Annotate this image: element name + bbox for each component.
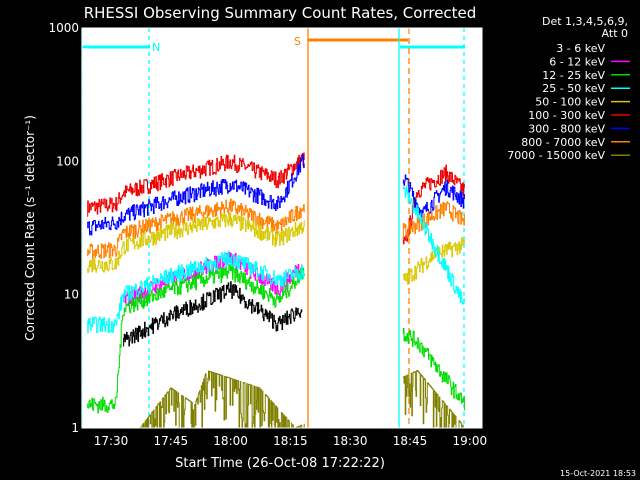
- series-line-25-50-kev: [402, 186, 465, 305]
- series-line-800-7000-kev: [87, 198, 305, 260]
- series-line-800-7000-kev: [402, 201, 465, 240]
- x-tick-label: 18:30: [333, 434, 368, 448]
- x-tick-label: 19:00: [453, 434, 488, 448]
- y-tick-label: 1: [71, 421, 79, 435]
- y-tick-label: 1000: [48, 21, 79, 35]
- legend-header: Att 0: [602, 27, 628, 40]
- x-tick-label: 18:45: [393, 434, 428, 448]
- legend-entry-label: 7000 - 15000 keV: [507, 149, 605, 162]
- legend-entry-label: 300 - 800 keV: [528, 122, 605, 135]
- saa-marker-label: S: [294, 35, 301, 48]
- x-axis-label: Start Time (26-Oct-08 17:22:22): [175, 456, 385, 471]
- series-line-300-800-kev: [87, 154, 305, 236]
- series-line-100-300-kev: [87, 152, 305, 217]
- series-line-12-25-kev: [87, 264, 305, 414]
- legend-entry-label: 800 - 7000 keV: [521, 136, 605, 149]
- legend-entry-label: 100 - 300 keV: [528, 109, 605, 122]
- night-marker-label: N: [152, 41, 160, 54]
- legend-header: Det 1,3,4,5,6,9,: [542, 15, 628, 28]
- series-line-50-100-kev: [402, 237, 465, 285]
- series-line-7000-15000-kev: [402, 370, 465, 429]
- y-tick-label: 100: [56, 154, 79, 168]
- series-line-50-100-kev: [87, 212, 305, 273]
- series-line-12-25-kev: [402, 328, 465, 411]
- legend-entry-label: 25 - 50 keV: [542, 82, 605, 95]
- y-axis-label: Corrected Count Rate (s⁻¹ detector⁻¹): [23, 115, 37, 341]
- legend-entry-label: 12 - 25 keV: [542, 69, 605, 82]
- x-tick-label: 17:45: [154, 434, 189, 448]
- legend-entry-label: 6 - 12 keV: [549, 55, 605, 68]
- chart-title: RHESSI Observing Summary Count Rates, Co…: [84, 4, 477, 22]
- plot-frame: [81, 27, 483, 429]
- x-tick-label: 18:00: [213, 434, 248, 448]
- legend-entry-label: 3 - 6 keV: [556, 42, 605, 55]
- y-tick-label: 10: [64, 288, 79, 302]
- x-tick-label: 17:30: [94, 434, 129, 448]
- series-line-25-50-kev: [87, 250, 305, 334]
- generated-timestamp: 15-Oct-2021 18:53: [560, 469, 636, 478]
- series-line-300-800-kev: [402, 174, 465, 222]
- x-tick-label: 18:15: [273, 434, 308, 448]
- legend-entry-label: 50 - 100 keV: [535, 96, 605, 109]
- series-line-3-6-kev: [123, 281, 303, 347]
